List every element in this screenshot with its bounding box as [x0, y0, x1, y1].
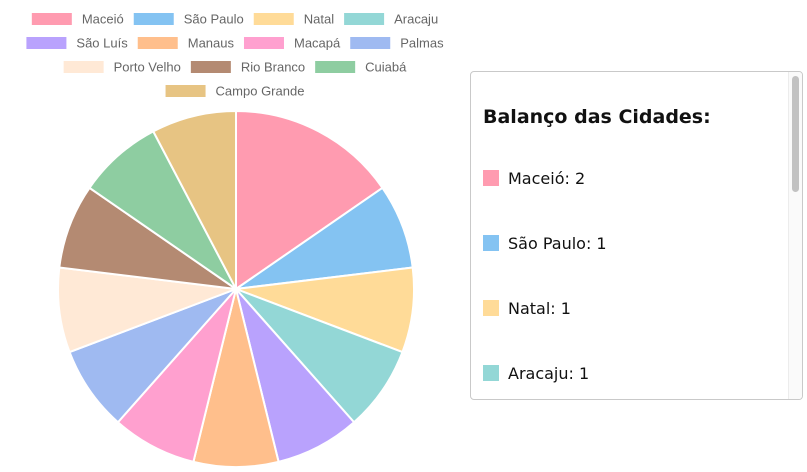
legend-swatch-palmas: [350, 37, 391, 49]
panel-title: Balanço das Cidades:: [483, 106, 711, 128]
panel-item-natal: Natal: 1: [483, 298, 571, 318]
legend-swatch-sao-luis: [26, 37, 67, 49]
city-balance-panel[interactable]: Balanço das Cidades: Maceió: 2 São Paulo…: [470, 71, 803, 400]
legend-swatch-rio-branco: [190, 61, 231, 73]
legend-swatch-manaus: [137, 37, 178, 49]
legend-swatch-maceio: [31, 13, 72, 25]
legend-item-rio-branco[interactable]: Rio Branco: [190, 60, 305, 75]
legend-item-maceio[interactable]: Maceió: [31, 12, 124, 27]
chart-legend: Maceió São Paulo Natal Aracaju São Luís Manau…: [26, 12, 444, 99]
panel-label-sao-paulo: São Paulo: 1: [508, 233, 607, 253]
panel-item-maceio: Maceió: 2: [483, 168, 585, 188]
legend-swatch-aracaju: [344, 13, 385, 25]
legend-swatch-natal: [253, 13, 294, 25]
panel-item-sao-paulo: São Paulo: 1: [483, 233, 607, 253]
legend-label-palmas: Palmas: [400, 36, 444, 51]
panel-label-aracaju: Aracaju: 1: [508, 363, 590, 383]
panel-swatch-aracaju: [483, 365, 499, 381]
panel-swatch-natal: [483, 300, 499, 316]
legend-swatch-porto-velho: [63, 61, 104, 73]
panel-swatch-maceio: [483, 170, 499, 186]
pie-slice-maceio[interactable]: [235, 109, 384, 291]
legend-item-natal[interactable]: Natal: [253, 12, 334, 27]
panel-item-aracaju: Aracaju: 1: [483, 363, 589, 383]
legend-label-porto-velho: Porto Velho: [114, 60, 181, 75]
panel-label-maceio: Maceió: 2: [508, 168, 586, 188]
legend-item-macapa[interactable]: Macapá: [243, 36, 341, 51]
legend-label-manaus: Manaus: [188, 36, 235, 51]
legend-swatch-sao-paulo: [133, 13, 174, 25]
legend-swatch-cuiaba: [315, 61, 356, 73]
pie-chart: Maceió São Paulo Natal Aracaju São Luís Manau…: [26, 12, 444, 469]
legend-label-aracaju: Aracaju: [394, 12, 438, 27]
legend-label-macapa: Macapá: [294, 36, 341, 51]
legend-swatch-macapa: [243, 37, 284, 49]
panel-scrollbar[interactable]: [788, 72, 802, 399]
panel-swatch-sao-paulo: [483, 235, 499, 251]
legend-item-palmas[interactable]: Palmas: [350, 36, 444, 51]
legend-label-cuiaba: Cuiabá: [365, 60, 407, 75]
pie-slice-campo-grande[interactable]: [151, 109, 237, 290]
panel-scrollbar-thumb[interactable]: [792, 76, 799, 192]
panel-label-natal: Natal: 1: [508, 298, 571, 318]
legend-label-maceio: Maceió: [82, 12, 124, 27]
legend-item-sao-paulo[interactable]: São Paulo: [133, 12, 244, 27]
legend-item-sao-luis[interactable]: São Luís: [26, 36, 128, 51]
legend-swatch-campo-grande: [165, 85, 206, 97]
legend-item-cuiaba[interactable]: Cuiabá: [315, 60, 407, 75]
legend-label-natal: Natal: [304, 12, 334, 27]
legend-item-porto-velho[interactable]: Porto Velho: [63, 60, 181, 75]
legend-item-campo-grande[interactable]: Campo Grande: [165, 84, 305, 99]
legend-item-manaus[interactable]: Manaus: [137, 36, 235, 51]
pie-slices: [57, 109, 415, 469]
legend-label-sao-paulo: São Paulo: [184, 12, 244, 27]
legend-label-sao-luis: São Luís: [76, 36, 128, 51]
legend-label-campo-grande: Campo Grande: [216, 84, 305, 99]
legend-label-rio-branco: Rio Branco: [241, 60, 305, 75]
legend-item-aracaju[interactable]: Aracaju: [344, 12, 438, 27]
